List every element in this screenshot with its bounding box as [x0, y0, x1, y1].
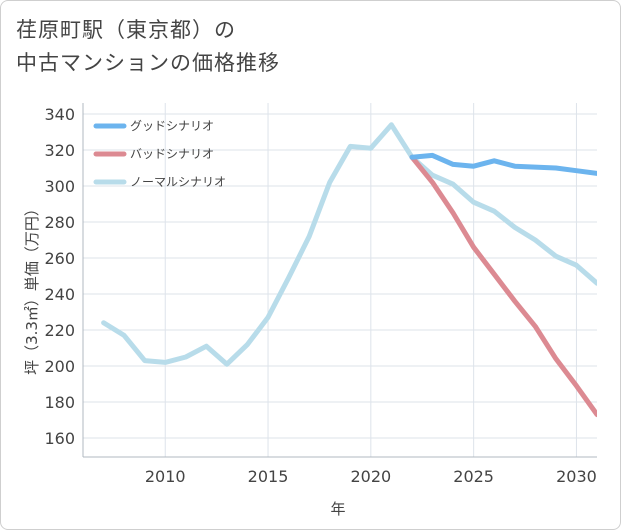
y-tick-label: 200 [44, 357, 75, 376]
x-tick-label: 2010 [145, 467, 186, 486]
y-tick-label: 300 [44, 177, 75, 196]
x-axis-title: 年 [330, 500, 345, 518]
y-tick-label: 180 [44, 393, 75, 412]
x-tick-label: 2015 [248, 467, 289, 486]
y-tick-label: 340 [44, 105, 75, 124]
y-tick-label: 320 [44, 141, 75, 160]
y-tick-label: 160 [44, 429, 75, 448]
axes: 160 180 200 220 240 260 280 300 320 340 2010 2015 20… [23, 103, 597, 518]
grid-lines [83, 103, 597, 457]
y-tick-label: 260 [44, 249, 75, 268]
series-line-0 [409, 152, 597, 176]
legend-label: バッドシナリオ [130, 147, 214, 161]
series-line-2 [101, 122, 597, 367]
y-tick-label: 240 [44, 285, 75, 304]
y-tick-label: 280 [44, 213, 75, 232]
x-tick-label: 2020 [350, 467, 391, 486]
series-line-1 [409, 154, 597, 418]
y-axis-title: 坪（3.3㎡）単価（万円） [23, 201, 41, 375]
series-lines [101, 122, 597, 418]
y-tick-label: 220 [44, 321, 75, 340]
chart-title: 荏原町駅（東京都）の 中古マンションの価格推移 [16, 18, 280, 75]
legend-label: ノーマルシナリオ [130, 175, 226, 189]
legend-label: グッドシナリオ [130, 119, 214, 133]
x-tick-label: 2025 [453, 467, 494, 486]
x-tick-label: 2030 [556, 467, 597, 486]
